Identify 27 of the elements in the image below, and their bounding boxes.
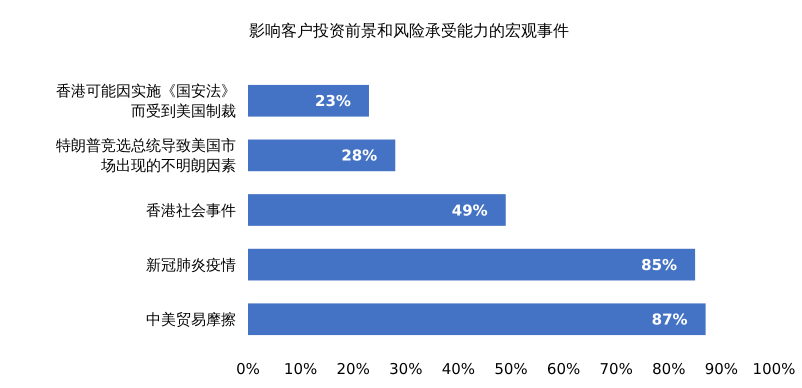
x-tick-label: 90% [704, 360, 738, 378]
bar [248, 303, 706, 336]
x-tick-label: 50% [494, 360, 528, 378]
data-label: 23% [315, 92, 351, 110]
y-tick-label: 香港可能因实施《国安法》而受到美国制裁 [56, 82, 236, 120]
x-tick-label: 100% [752, 360, 796, 378]
y-tick-label: 新冠肺炎疫情 [146, 256, 236, 274]
bar [248, 140, 396, 172]
bar [248, 194, 506, 226]
bar [248, 84, 369, 117]
y-tick-label: 香港社会事件 [146, 201, 236, 220]
y-tick-label: 特朗普竞选总统导致美国市场出现的不明朗因素 [56, 136, 236, 175]
y-tick-label: 中美贸易摩擦 [146, 310, 236, 328]
x-tick-label: 10% [284, 360, 318, 378]
data-label: 87% [652, 310, 688, 328]
data-label: 28% [341, 146, 378, 165]
x-tick-label: 0% [236, 360, 260, 378]
data-label: 85% [641, 256, 678, 274]
x-tick-label: 70% [600, 360, 633, 378]
x-tick-label: 60% [546, 360, 580, 378]
x-tick-label: 20% [336, 360, 370, 378]
chart-title: 影响客户投资前景和风险承受能力的宏观事件 [249, 21, 569, 40]
bar [248, 248, 696, 280]
data-label: 49% [452, 201, 488, 220]
x-tick-label: 30% [389, 360, 422, 378]
x-tick-label: 80% [652, 360, 686, 378]
x-tick-label: 40% [442, 360, 476, 378]
